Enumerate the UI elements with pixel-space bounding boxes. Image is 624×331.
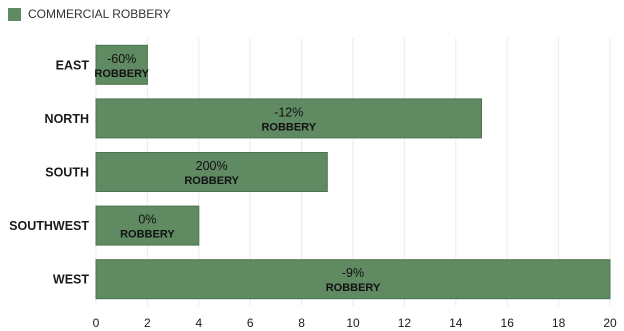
- legend-label: COMMERCIAL ROBBERY: [28, 7, 171, 21]
- bars: -60% ROBBERY -12% ROBBERY 200% ROBBERY 0% ROBBE…: [94, 44, 611, 300]
- legend: COMMERCIAL ROBBERY: [8, 7, 171, 21]
- x-tick-label: 16: [501, 316, 515, 330]
- category-label: SOUTH: [45, 166, 89, 180]
- bar-value-label: -12%: [274, 105, 303, 119]
- bar-value-label: -9%: [342, 266, 364, 280]
- x-tick-label: 6: [247, 316, 254, 330]
- bar-sub-label: ROBBERY: [94, 68, 149, 80]
- bar: [95, 259, 611, 300]
- x-tick-label: 14: [449, 316, 463, 330]
- bar-sub-label: ROBBERY: [261, 121, 316, 133]
- bar-sub-label: ROBBERY: [326, 282, 381, 294]
- x-tick-label: 8: [298, 316, 305, 330]
- x-tick-label: 18: [552, 316, 566, 330]
- category-label: WEST: [53, 273, 89, 287]
- x-axis-ticks: 0 2 4 6 8 10 12 14 16 18 20: [93, 316, 617, 330]
- bar-sub-label: ROBBERY: [120, 229, 175, 241]
- bar: [95, 205, 200, 246]
- bar: [95, 152, 328, 192]
- x-tick-label: 10: [346, 316, 360, 330]
- x-tick-label: 0: [93, 316, 100, 330]
- bar-value-label: 0%: [138, 213, 156, 227]
- category-labels: EAST NORTH SOUTH SOUTHWEST WEST: [9, 58, 89, 286]
- category-label: EAST: [56, 58, 90, 72]
- legend-swatch: [8, 7, 21, 21]
- bar-value-label: -60%: [107, 52, 136, 66]
- bar: [95, 98, 482, 139]
- x-tick-label: 12: [398, 316, 412, 330]
- bar-value-label: 200%: [196, 159, 228, 173]
- x-tick-label: 2: [144, 316, 151, 330]
- bar-sub-label: ROBBERY: [184, 175, 239, 187]
- category-label: SOUTHWEST: [9, 219, 89, 233]
- x-tick-label: 4: [195, 316, 202, 330]
- category-label: NORTH: [45, 112, 89, 126]
- x-tick-label: 20: [603, 316, 617, 330]
- bar: [95, 44, 148, 85]
